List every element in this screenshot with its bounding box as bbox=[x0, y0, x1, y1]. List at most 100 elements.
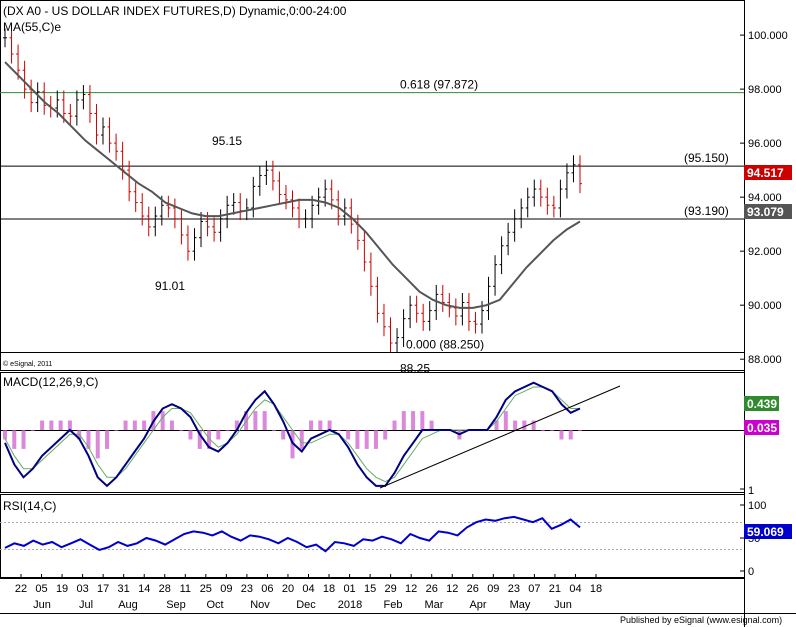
histogram-bar bbox=[188, 430, 193, 440]
histogram-bar bbox=[503, 411, 508, 430]
macd-value-tag: 0.439 bbox=[744, 396, 779, 411]
histogram-bar bbox=[364, 430, 369, 449]
x-day-label: 03 bbox=[76, 583, 88, 595]
last-price-value: 94.517 bbox=[747, 166, 784, 180]
price-y-tick-label: 92.000 bbox=[748, 246, 782, 258]
histogram-bar bbox=[160, 411, 165, 430]
histogram-bar bbox=[373, 430, 378, 449]
x-month-label: Dec bbox=[296, 599, 316, 611]
histogram-bar bbox=[550, 430, 555, 431]
price-bar bbox=[440, 284, 445, 312]
price-bar bbox=[120, 141, 125, 180]
price-y-tick-label: 96.000 bbox=[748, 138, 782, 150]
price-bar bbox=[453, 298, 458, 326]
level-95150-label: (95.150) bbox=[684, 151, 729, 165]
histogram-bar bbox=[262, 411, 267, 430]
price-bar bbox=[388, 317, 393, 353]
price-y-tick-label: 100.000 bbox=[748, 30, 788, 42]
histogram-bar bbox=[207, 430, 212, 449]
price-bar bbox=[127, 160, 132, 202]
price-bar bbox=[212, 217, 217, 242]
histogram-bar bbox=[40, 420, 45, 430]
histogram-bar bbox=[95, 430, 100, 459]
histogram-bar bbox=[429, 420, 434, 430]
histogram-bar bbox=[522, 420, 527, 430]
histogram-value: 0.035 bbox=[747, 421, 777, 435]
price-bar bbox=[362, 230, 367, 272]
histogram-value-tag: 0.035 bbox=[744, 420, 779, 435]
price-bar bbox=[486, 276, 491, 321]
price-bar bbox=[297, 198, 302, 229]
x-day-label: 05 bbox=[35, 583, 47, 595]
x-day-label: 11 bbox=[180, 583, 191, 595]
low-91-01-label: 91.01 bbox=[155, 279, 185, 293]
price-bar bbox=[381, 303, 386, 337]
price-bar bbox=[251, 176, 256, 218]
price-bar bbox=[414, 295, 419, 323]
price-bar bbox=[3, 28, 7, 48]
price-bar bbox=[421, 303, 426, 331]
price-bar bbox=[101, 117, 106, 145]
price-bar bbox=[185, 225, 190, 261]
price-bar bbox=[81, 85, 86, 110]
price-bar bbox=[107, 117, 112, 153]
histogram-bar bbox=[299, 430, 304, 449]
price-bar bbox=[225, 195, 230, 229]
price-bars bbox=[3, 28, 582, 353]
price-bar bbox=[283, 185, 288, 210]
rsi-value-tag: 59.069 bbox=[744, 524, 792, 539]
price-bar bbox=[538, 179, 543, 207]
x-day-label: 06 bbox=[261, 583, 273, 595]
price-bar bbox=[270, 160, 275, 191]
price-bar bbox=[179, 209, 184, 245]
histogram-bar bbox=[411, 411, 416, 430]
price-bar bbox=[558, 179, 563, 218]
rsi-panel-frame bbox=[0, 494, 745, 578]
histogram-bar bbox=[142, 420, 147, 430]
price-bar bbox=[493, 255, 498, 296]
macd-y-tick-label: 1 bbox=[748, 485, 754, 497]
histogram-bar bbox=[105, 430, 110, 449]
x-month-label: Feb bbox=[384, 599, 403, 611]
ma-value-tag: 93.079 bbox=[744, 204, 792, 219]
histogram-bar bbox=[513, 420, 518, 430]
histogram-bar bbox=[318, 420, 323, 430]
x-day-label: 22 bbox=[15, 583, 27, 595]
histogram-bar bbox=[169, 420, 174, 430]
x-day-label: 21 bbox=[549, 583, 561, 595]
price-bar bbox=[571, 155, 576, 183]
copyright-label: © eSignal, 2011 bbox=[3, 360, 53, 368]
price-bar bbox=[545, 187, 550, 215]
histogram-bar bbox=[568, 430, 573, 440]
price-bar bbox=[375, 276, 380, 323]
price-bar bbox=[35, 82, 40, 113]
price-bar bbox=[166, 195, 171, 218]
x-month-label: May bbox=[510, 599, 531, 611]
price-bar bbox=[16, 44, 21, 80]
x-month-label: Apr bbox=[469, 599, 486, 611]
price-y-tick-label: 94.000 bbox=[748, 192, 782, 204]
x-month-label: Aug bbox=[118, 599, 138, 611]
histogram-bar bbox=[355, 430, 360, 449]
last-price-tag: 94.517 bbox=[744, 165, 792, 180]
price-bar bbox=[368, 252, 373, 296]
histogram-bar bbox=[559, 430, 564, 440]
price-bar bbox=[87, 85, 92, 123]
x-month-label: Oct bbox=[206, 599, 223, 611]
x-day-label: 09 bbox=[220, 583, 232, 595]
ma-value: 93.079 bbox=[747, 205, 784, 219]
x-day-label: 25 bbox=[200, 583, 212, 595]
x-day-label: 23 bbox=[241, 583, 253, 595]
histogram-bar bbox=[401, 411, 406, 430]
histogram-bar bbox=[327, 420, 332, 430]
price-bar bbox=[551, 195, 556, 218]
price-bar bbox=[473, 311, 478, 334]
rsi-y-tick-label: 100 bbox=[748, 500, 766, 512]
price-annotations: 0.618 (97.872) (95.150) (93.190) 0.000 (88.… bbox=[155, 78, 729, 376]
x-day-labels: 22 05 19 03 17 31 14 28 11 25 09 23 06 20 04 18 01 15 29 12… bbox=[15, 574, 602, 595]
price-bar bbox=[172, 198, 177, 229]
ma-indicator-label: MA(55,C)e bbox=[3, 20, 61, 34]
price-bar bbox=[192, 228, 197, 261]
price-y-tick-label: 90.000 bbox=[748, 300, 782, 312]
